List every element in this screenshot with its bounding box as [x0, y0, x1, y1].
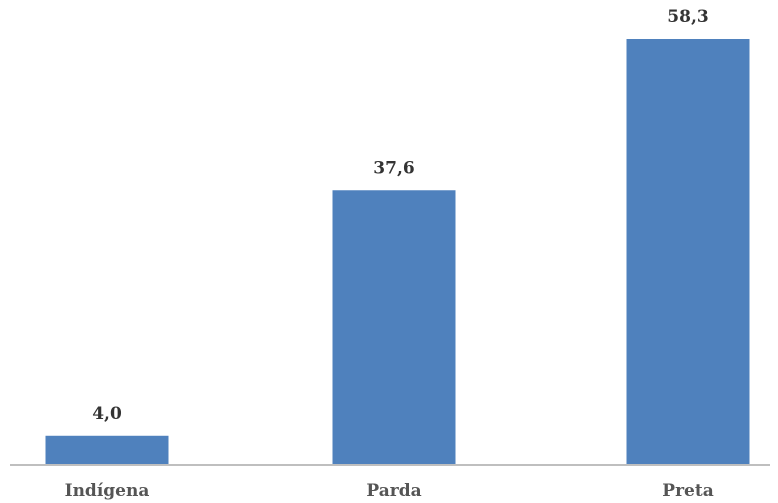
bar-parda: [332, 190, 456, 466]
bars-group: [45, 39, 750, 466]
bar-preta: [626, 39, 750, 465]
value-labels-group: 4,0 37,6 58,3: [92, 7, 708, 424]
category-labels-group: Indígena Parda Preta: [65, 481, 714, 501]
value-label-indigena: 4,0: [92, 404, 122, 424]
bar-indigena: [45, 435, 169, 465]
value-label-preta: 58,3: [667, 7, 708, 27]
category-label-indigena: Indígena: [65, 481, 150, 501]
category-label-parda: Parda: [366, 481, 421, 501]
value-label-parda: 37,6: [373, 158, 414, 178]
category-label-preta: Preta: [662, 481, 713, 501]
